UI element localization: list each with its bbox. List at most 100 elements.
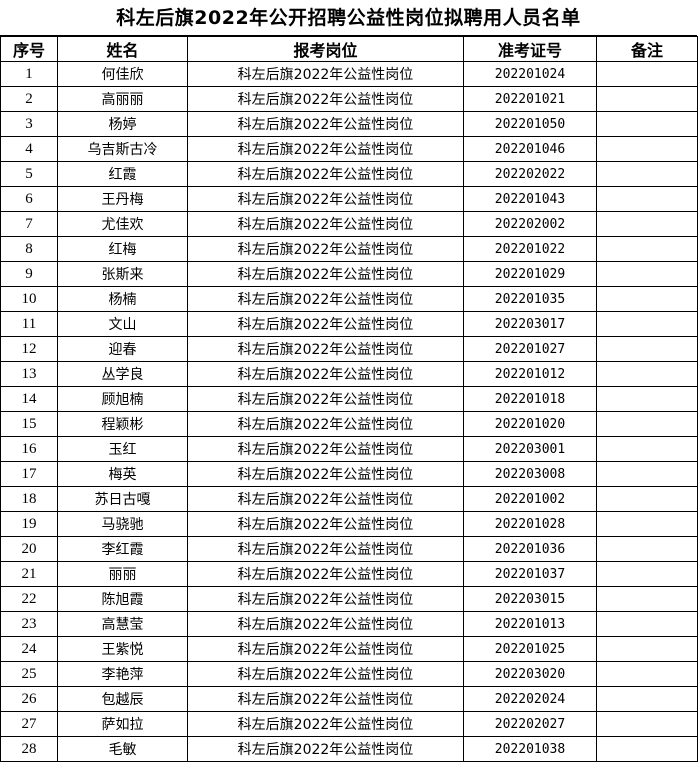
cell-remarks [596, 386, 698, 412]
cell-index: 6 [0, 186, 58, 212]
cell-exam-id: 202201021 [463, 86, 597, 112]
cell-exam-id: 202201022 [463, 236, 597, 262]
cell-position: 科左后旗2022年公益性岗位 [187, 736, 464, 762]
cell-index: 5 [0, 161, 58, 187]
cell-name: 玉红 [57, 436, 188, 462]
cell-name: 乌吉斯古冷 [57, 136, 188, 162]
cell-index: 25 [0, 661, 58, 687]
table-row: 8 红梅 科左后旗2022年公益性岗位 202201022 [0, 236, 698, 262]
document-title: 科左后旗2022年公开招聘公益性岗位拟聘用人员名单 [0, 0, 697, 36]
cell-exam-id: 202203017 [463, 311, 597, 337]
cell-exam-id: 202201050 [463, 111, 597, 137]
table-row: 16 玉红 科左后旗2022年公益性岗位 202203001 [0, 436, 698, 462]
cell-exam-id: 202201036 [463, 536, 597, 562]
cell-index: 7 [0, 211, 58, 237]
cell-remarks [596, 686, 698, 712]
cell-name: 何佳欣 [57, 61, 188, 87]
cell-remarks [596, 61, 698, 87]
cell-name: 迎春 [57, 336, 188, 362]
cell-remarks [596, 736, 698, 762]
cell-position: 科左后旗2022年公益性岗位 [187, 261, 464, 287]
cell-position: 科左后旗2022年公益性岗位 [187, 511, 464, 537]
cell-remarks [596, 161, 698, 187]
cell-name: 毛敏 [57, 736, 188, 762]
cell-position: 科左后旗2022年公益性岗位 [187, 361, 464, 387]
cell-exam-id: 202201013 [463, 611, 597, 637]
cell-position: 科左后旗2022年公益性岗位 [187, 311, 464, 337]
cell-name: 王丹梅 [57, 186, 188, 212]
cell-index: 24 [0, 636, 58, 662]
cell-exam-id: 202201018 [463, 386, 597, 412]
cell-position: 科左后旗2022年公益性岗位 [187, 611, 464, 637]
table-row: 22 陈旭霞 科左后旗2022年公益性岗位 202203015 [0, 586, 698, 612]
cell-exam-id: 202203001 [463, 436, 597, 462]
cell-name: 程颖彬 [57, 411, 188, 437]
cell-remarks [596, 186, 698, 212]
table-row: 6 王丹梅 科左后旗2022年公益性岗位 202201043 [0, 186, 698, 212]
cell-position: 科左后旗2022年公益性岗位 [187, 161, 464, 187]
cell-remarks [596, 236, 698, 262]
cell-remarks [596, 711, 698, 737]
cell-remarks [596, 111, 698, 137]
cell-remarks [596, 461, 698, 487]
table-row: 25 李艳萍 科左后旗2022年公益性岗位 202203020 [0, 661, 698, 687]
header-index: 序号 [0, 36, 58, 62]
cell-exam-id: 202202022 [463, 161, 597, 187]
cell-index: 18 [0, 486, 58, 512]
cell-remarks [596, 261, 698, 287]
cell-remarks [596, 286, 698, 312]
table-row: 20 李红霞 科左后旗2022年公益性岗位 202201036 [0, 536, 698, 562]
cell-remarks [596, 661, 698, 687]
cell-remarks [596, 636, 698, 662]
table-row: 7 尤佳欢 科左后旗2022年公益性岗位 202202002 [0, 211, 698, 237]
cell-name: 李红霞 [57, 536, 188, 562]
cell-index: 15 [0, 411, 58, 437]
cell-index: 21 [0, 561, 58, 587]
cell-name: 苏日古嘎 [57, 486, 188, 512]
cell-exam-id: 202201029 [463, 261, 597, 287]
cell-position: 科左后旗2022年公益性岗位 [187, 386, 464, 412]
table-row: 4 乌吉斯古冷 科左后旗2022年公益性岗位 202201046 [0, 136, 698, 162]
cell-name: 杨婷 [57, 111, 188, 137]
cell-index: 1 [0, 61, 58, 87]
table-row: 15 程颖彬 科左后旗2022年公益性岗位 202201020 [0, 411, 698, 437]
cell-index: 17 [0, 461, 58, 487]
cell-exam-id: 202201012 [463, 361, 597, 387]
table-row: 26 包越辰 科左后旗2022年公益性岗位 202202024 [0, 686, 698, 712]
cell-remarks [596, 561, 698, 587]
cell-exam-id: 202201037 [463, 561, 597, 587]
cell-exam-id: 202201038 [463, 736, 597, 762]
header-position: 报考岗位 [187, 36, 464, 62]
table-row: 23 高慧莹 科左后旗2022年公益性岗位 202201013 [0, 611, 698, 637]
cell-remarks [596, 536, 698, 562]
cell-exam-id: 202202024 [463, 686, 597, 712]
cell-index: 14 [0, 386, 58, 412]
cell-index: 10 [0, 286, 58, 312]
cell-position: 科左后旗2022年公益性岗位 [187, 211, 464, 237]
cell-exam-id: 202201027 [463, 336, 597, 362]
table-row: 27 萨如拉 科左后旗2022年公益性岗位 202202027 [0, 711, 698, 737]
cell-exam-id: 202201028 [463, 511, 597, 537]
cell-position: 科左后旗2022年公益性岗位 [187, 136, 464, 162]
cell-position: 科左后旗2022年公益性岗位 [187, 661, 464, 687]
cell-position: 科左后旗2022年公益性岗位 [187, 411, 464, 437]
cell-remarks [596, 411, 698, 437]
cell-index: 2 [0, 86, 58, 112]
cell-name: 王紫悦 [57, 636, 188, 662]
table-row: 28 毛敏 科左后旗2022年公益性岗位 202201038 [0, 736, 698, 762]
cell-exam-id: 202203015 [463, 586, 597, 612]
cell-exam-id: 202201024 [463, 61, 597, 87]
cell-name: 杨楠 [57, 286, 188, 312]
cell-position: 科左后旗2022年公益性岗位 [187, 186, 464, 212]
table-row: 10 杨楠 科左后旗2022年公益性岗位 202201035 [0, 286, 698, 312]
cell-remarks [596, 586, 698, 612]
cell-position: 科左后旗2022年公益性岗位 [187, 286, 464, 312]
cell-index: 27 [0, 711, 58, 737]
table-row: 24 王紫悦 科左后旗2022年公益性岗位 202201025 [0, 636, 698, 662]
cell-remarks [596, 611, 698, 637]
cell-index: 4 [0, 136, 58, 162]
cell-position: 科左后旗2022年公益性岗位 [187, 536, 464, 562]
cell-position: 科左后旗2022年公益性岗位 [187, 711, 464, 737]
cell-name: 张斯来 [57, 261, 188, 287]
